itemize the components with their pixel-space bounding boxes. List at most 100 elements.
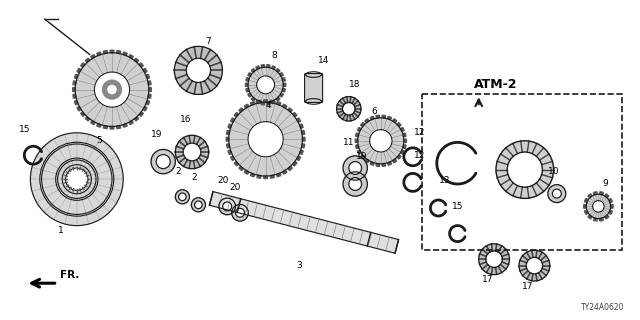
Polygon shape	[219, 198, 236, 215]
Polygon shape	[81, 63, 85, 67]
Polygon shape	[246, 88, 249, 92]
Polygon shape	[276, 68, 280, 72]
Polygon shape	[388, 162, 392, 165]
Polygon shape	[148, 88, 152, 92]
Polygon shape	[588, 194, 592, 198]
Polygon shape	[552, 189, 561, 198]
Polygon shape	[355, 139, 358, 142]
Polygon shape	[280, 93, 284, 97]
Polygon shape	[256, 100, 260, 104]
Polygon shape	[148, 94, 151, 98]
Polygon shape	[146, 74, 150, 79]
Polygon shape	[282, 78, 285, 81]
Polygon shape	[593, 192, 597, 195]
Polygon shape	[370, 116, 374, 120]
Polygon shape	[301, 131, 305, 134]
Text: 11: 11	[343, 138, 355, 147]
Polygon shape	[593, 201, 604, 212]
Polygon shape	[397, 155, 401, 159]
Polygon shape	[337, 97, 361, 121]
Polygon shape	[609, 210, 612, 214]
Text: 1: 1	[58, 226, 63, 235]
Polygon shape	[234, 113, 239, 117]
Polygon shape	[77, 107, 81, 111]
Polygon shape	[264, 176, 268, 179]
Polygon shape	[257, 175, 261, 178]
Text: ATM-2: ATM-2	[474, 78, 518, 91]
Polygon shape	[244, 104, 249, 108]
Polygon shape	[123, 52, 127, 56]
Polygon shape	[85, 58, 90, 63]
Polygon shape	[376, 115, 380, 118]
Text: 15: 15	[452, 202, 463, 211]
Polygon shape	[392, 119, 397, 123]
Polygon shape	[236, 208, 244, 217]
Polygon shape	[134, 58, 139, 63]
Polygon shape	[239, 108, 243, 112]
Polygon shape	[365, 159, 369, 163]
Text: 9: 9	[602, 180, 607, 188]
Polygon shape	[403, 145, 406, 148]
Polygon shape	[232, 204, 248, 221]
Polygon shape	[370, 130, 392, 152]
Polygon shape	[360, 123, 365, 127]
Text: 5: 5	[97, 136, 102, 145]
Polygon shape	[356, 133, 359, 137]
Polygon shape	[397, 123, 401, 127]
Polygon shape	[508, 152, 543, 187]
Circle shape	[108, 85, 116, 94]
Polygon shape	[264, 100, 268, 102]
Text: 2: 2	[175, 167, 180, 176]
Polygon shape	[191, 198, 205, 212]
Polygon shape	[276, 97, 280, 101]
Polygon shape	[229, 102, 302, 176]
Polygon shape	[288, 108, 292, 112]
Polygon shape	[584, 210, 588, 214]
Text: 6: 6	[372, 108, 377, 116]
Polygon shape	[179, 193, 186, 201]
Polygon shape	[271, 100, 275, 104]
Polygon shape	[85, 116, 90, 121]
Polygon shape	[246, 78, 249, 81]
Polygon shape	[77, 68, 81, 73]
Polygon shape	[151, 149, 175, 174]
Text: FR.: FR.	[60, 270, 79, 280]
Polygon shape	[230, 118, 235, 122]
Text: 15: 15	[19, 125, 30, 134]
Polygon shape	[175, 46, 223, 94]
Polygon shape	[370, 162, 374, 165]
Polygon shape	[129, 121, 133, 124]
Polygon shape	[401, 127, 404, 132]
Text: 3: 3	[297, 261, 302, 270]
Polygon shape	[73, 81, 76, 85]
Polygon shape	[223, 202, 232, 211]
Polygon shape	[261, 65, 264, 68]
Polygon shape	[276, 102, 281, 105]
Text: 12: 12	[413, 128, 425, 137]
Polygon shape	[234, 162, 239, 166]
Polygon shape	[360, 155, 365, 159]
Polygon shape	[74, 74, 78, 79]
Polygon shape	[358, 118, 404, 164]
Polygon shape	[227, 131, 230, 134]
Polygon shape	[156, 155, 170, 169]
Text: 8: 8	[271, 52, 276, 60]
Polygon shape	[31, 133, 123, 226]
Polygon shape	[248, 67, 283, 102]
Polygon shape	[186, 58, 211, 83]
Polygon shape	[248, 93, 252, 97]
Polygon shape	[605, 194, 609, 198]
Polygon shape	[282, 170, 287, 174]
Polygon shape	[270, 175, 275, 178]
Polygon shape	[227, 144, 230, 148]
Polygon shape	[91, 55, 95, 59]
Polygon shape	[226, 137, 229, 141]
Text: 16: 16	[180, 116, 191, 124]
Polygon shape	[250, 102, 255, 105]
Polygon shape	[605, 215, 609, 219]
Polygon shape	[175, 135, 209, 169]
Polygon shape	[593, 218, 597, 221]
Polygon shape	[270, 100, 275, 103]
Text: 12: 12	[413, 151, 425, 160]
Polygon shape	[343, 172, 367, 196]
